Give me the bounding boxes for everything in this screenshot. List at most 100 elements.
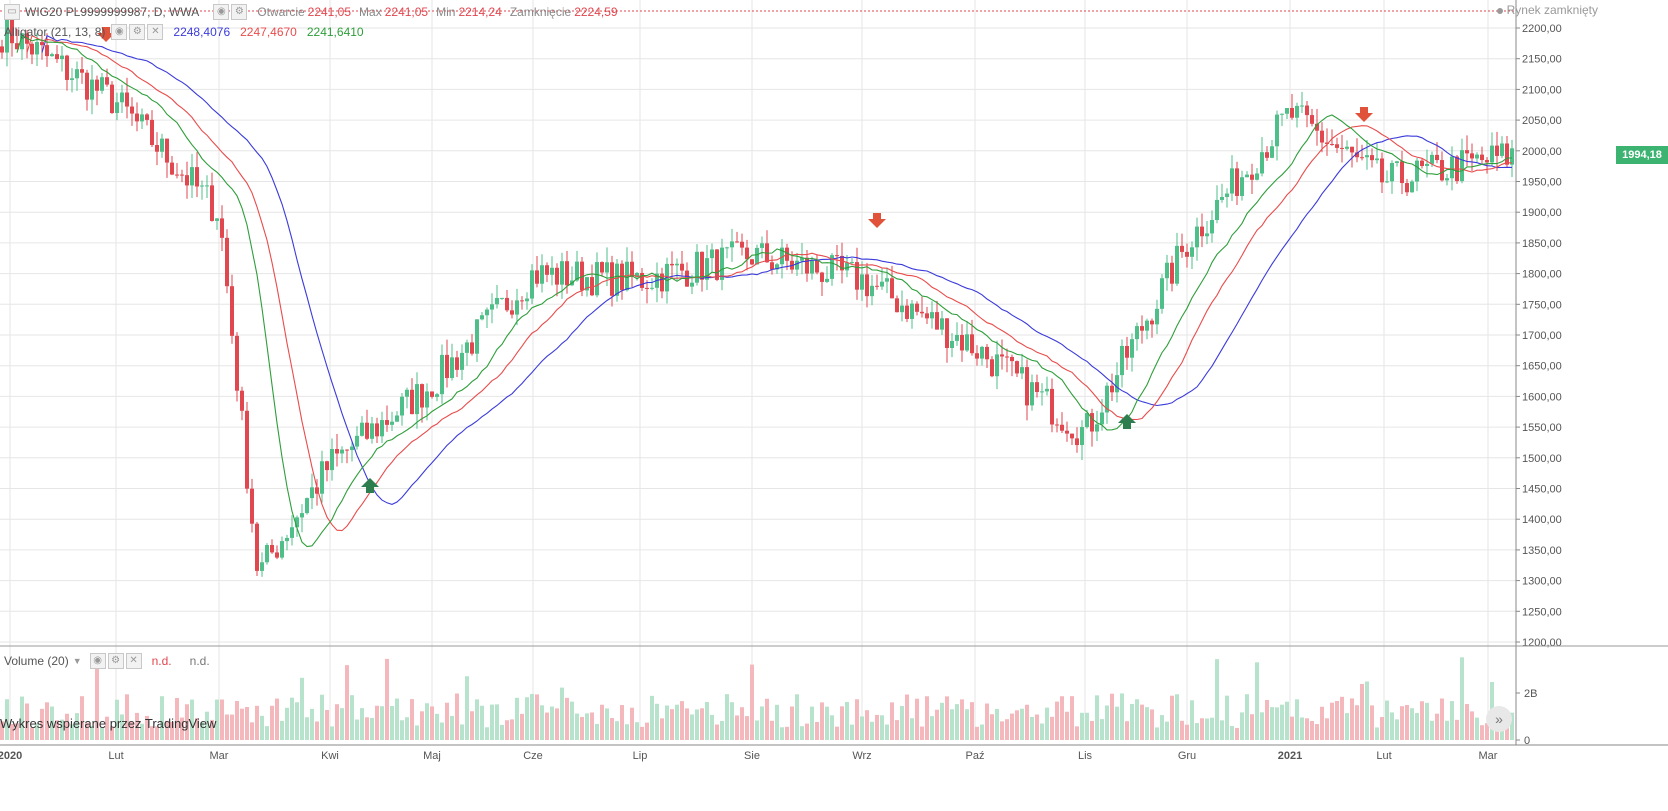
y-tick-label: 1950,00 <box>1522 177 1562 189</box>
volume-bar <box>785 726 789 740</box>
y-tick-label: 1500,00 <box>1522 453 1562 465</box>
volume-bar <box>1025 704 1029 740</box>
candle-body <box>985 346 989 360</box>
volume-bar <box>155 726 159 740</box>
candle-body <box>1275 114 1279 147</box>
volume-bar <box>200 722 204 740</box>
candle-body <box>180 174 184 176</box>
candle-body <box>965 334 969 351</box>
candle-body <box>0 46 4 53</box>
market-status: Rynek zamknięty <box>1496 3 1598 17</box>
candle-body <box>1280 113 1284 115</box>
candle-body <box>525 298 529 302</box>
settings-icon[interactable]: ⚙ <box>129 24 146 40</box>
candle-body <box>230 286 234 336</box>
settings-icon[interactable]: ⚙ <box>107 653 124 669</box>
collapse-icon[interactable]: ▭ <box>4 4 20 20</box>
candle-body <box>630 261 634 277</box>
close-icon[interactable]: ✕ <box>147 24 164 40</box>
volume-bar <box>1030 716 1034 740</box>
candle-body <box>995 354 999 377</box>
candle-body <box>335 449 339 454</box>
x-tick-label: Cze <box>523 750 543 762</box>
close-icon[interactable]: ✕ <box>125 653 142 669</box>
candle-body <box>115 102 119 114</box>
eye-icon[interactable]: ◉ <box>111 24 128 40</box>
candle-body <box>875 285 879 287</box>
volume-bar <box>345 665 349 740</box>
volume-bar <box>1225 695 1229 740</box>
y-tick-label: 2000,00 <box>1522 146 1562 158</box>
volume-bar <box>180 717 184 740</box>
eye-icon[interactable]: ◉ <box>213 4 230 20</box>
volume-bar <box>280 720 284 740</box>
chevron-down-icon[interactable]: ▼ <box>72 656 82 666</box>
candle-body <box>1395 161 1399 164</box>
tradingview-credit[interactable]: Wykres wspierane przez TradingView <box>0 716 217 731</box>
candle-body <box>1130 339 1134 358</box>
volume-bar <box>890 702 894 740</box>
candle-body <box>550 267 554 275</box>
y-tick-label: 1750,00 <box>1522 299 1562 311</box>
candle-body <box>940 318 944 330</box>
volume-bar <box>1080 712 1084 740</box>
volume-bar <box>615 721 619 740</box>
close-label: Zamknięcie <box>509 5 572 19</box>
candle-body <box>485 309 489 316</box>
volume-bar <box>225 714 229 740</box>
candle-body <box>1075 438 1079 446</box>
volume-bar <box>405 717 409 740</box>
candle-body <box>1320 130 1324 143</box>
x-tick-label: Lip <box>633 750 648 762</box>
volume-bar <box>1370 705 1374 740</box>
candle-body <box>1450 156 1454 179</box>
candle-body <box>1205 233 1209 237</box>
candle-body <box>1390 163 1394 182</box>
volume-bar <box>1330 702 1334 740</box>
candle-body <box>1405 183 1409 193</box>
candle-body <box>1100 412 1104 425</box>
candle-body <box>1360 157 1364 159</box>
eye-icon[interactable]: ◉ <box>89 653 106 669</box>
volume-bar <box>1065 711 1069 740</box>
candle-body <box>465 342 469 353</box>
volume-bar <box>1045 707 1049 740</box>
candle-body <box>1330 143 1334 145</box>
scroll-to-realtime-button[interactable]: » <box>1486 706 1512 732</box>
volume-bar <box>805 723 809 740</box>
volume-bar <box>170 721 174 740</box>
candle-body <box>750 259 754 265</box>
volume-bar <box>1375 727 1379 740</box>
candle-body <box>530 270 534 299</box>
volume-bar <box>795 694 799 740</box>
candle-body <box>1185 251 1189 257</box>
candle-body <box>80 69 84 73</box>
candle-body <box>1150 320 1154 325</box>
volume-bar <box>545 712 549 740</box>
candle-body <box>1085 413 1089 428</box>
volume-bar <box>845 701 849 740</box>
candle-body <box>365 422 369 439</box>
candle-body <box>290 527 294 538</box>
volume-bar <box>440 722 444 740</box>
volume-bar <box>895 720 899 740</box>
volume-bar <box>1140 704 1144 740</box>
volume-bar <box>960 699 964 740</box>
candle-body <box>805 257 809 274</box>
volume-bar <box>915 698 919 740</box>
settings-icon[interactable]: ⚙ <box>231 4 248 20</box>
candle-body <box>835 255 839 257</box>
candle-body <box>1200 226 1204 237</box>
volume-bar <box>750 664 754 740</box>
candle-body <box>210 185 214 221</box>
volume-bar <box>635 722 639 740</box>
candle-body <box>520 300 524 302</box>
candle-body <box>1260 152 1264 174</box>
candle-body <box>325 461 329 471</box>
candle-body <box>1430 154 1434 164</box>
volume-bar <box>1355 705 1359 740</box>
volume-bar <box>335 704 339 740</box>
y-tick-label: 1250,00 <box>1522 606 1562 618</box>
candle-body <box>85 72 89 100</box>
